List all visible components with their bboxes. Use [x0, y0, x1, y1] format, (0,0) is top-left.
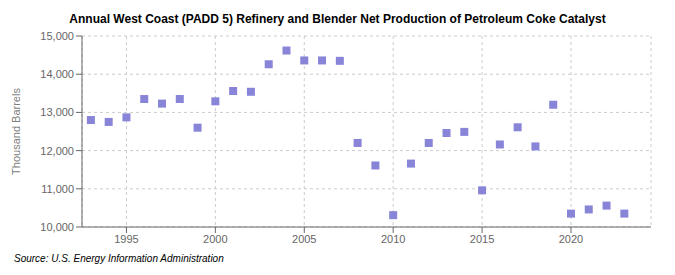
html-text:Annual West Coast (PADD 5) Ref: Annual West Coast (PADD 5) Refinery and … — [69, 12, 606, 26]
svg-text:2005: 2005 — [292, 233, 316, 245]
svg-text:10,000: 10,000 — [40, 221, 74, 233]
svg-text:13,000: 13,000 — [40, 106, 74, 118]
svg-text:12,000: 12,000 — [40, 145, 74, 157]
svg-text:2000: 2000 — [203, 233, 227, 245]
svg-text:11,000: 11,000 — [41, 183, 74, 195]
svg-text:2010: 2010 — [381, 233, 405, 245]
svg-text:14,000: 14,000 — [40, 68, 74, 80]
svg-text:Thousand Barrels: Thousand Barrels — [10, 88, 22, 175]
svg-text:2015: 2015 — [470, 233, 494, 245]
svg-text:2020: 2020 — [559, 233, 583, 245]
html-text:Source: U.S. Energy Informatio: Source: U.S. Energy Information Administ… — [14, 253, 224, 264]
svg-text:15,000: 15,000 — [40, 30, 74, 42]
svg-text:1995: 1995 — [114, 233, 138, 245]
